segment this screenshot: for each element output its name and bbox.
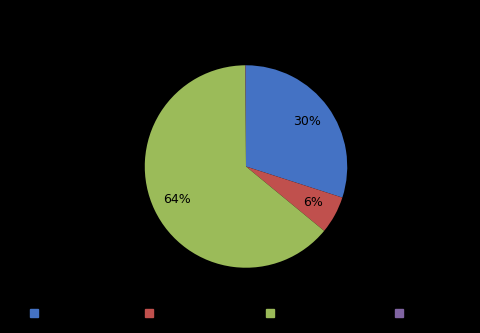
Text: 6%: 6% <box>303 196 323 209</box>
Legend: Wages & Salaries, Employee Benefits, Operating Expenses, Safety Net: Wages & Salaries, Employee Benefits, Ope… <box>27 305 465 321</box>
Wedge shape <box>145 65 324 268</box>
Text: 64%: 64% <box>164 192 192 205</box>
Wedge shape <box>246 65 347 197</box>
Wedge shape <box>245 65 246 166</box>
Wedge shape <box>246 166 342 231</box>
Text: 30%: 30% <box>293 115 321 128</box>
